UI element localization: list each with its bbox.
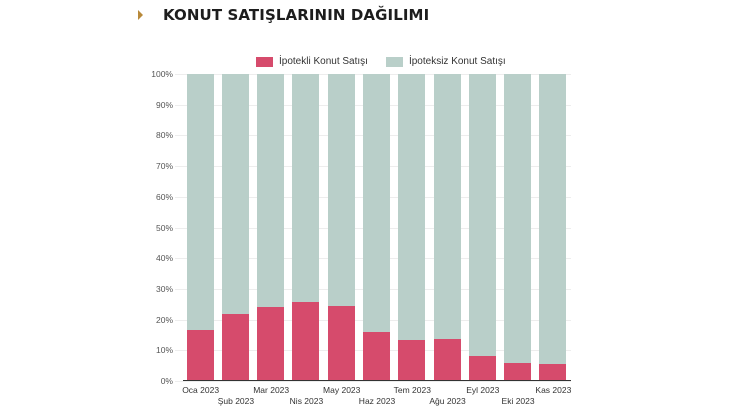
bar-4[interactable]	[327, 74, 355, 381]
bar-segment-mortgaged[interactable]	[504, 362, 532, 381]
legend-swatch-mortgaged	[256, 56, 273, 67]
bar-segment-mortgaged[interactable]	[433, 338, 461, 381]
plot-area: 0% 10% 20% 30% 40% 50% 60% 70% 80% 90% 100% Oca 202…	[151, 69, 571, 406]
legend-label: İpotekli Konut Satışı	[279, 56, 368, 67]
y-tick-label: 80%	[155, 130, 173, 141]
bar-segment-non-mortgaged[interactable]	[363, 74, 390, 332]
bar-segment-mortgaged[interactable]	[468, 356, 496, 381]
y-tick-label: 50%	[155, 222, 173, 233]
x-tick-label: Mar 2023	[253, 385, 290, 395]
bar-2[interactable]	[257, 74, 285, 381]
y-tick-label: 0%	[160, 376, 173, 386]
legend-item-mortgaged[interactable]: İpotekli Konut Satışı	[256, 56, 368, 67]
x-tick-label: Eki 2023	[501, 396, 535, 406]
y-tick-label: 70%	[155, 161, 173, 172]
chart-title: KONUT SATIŞLARININ DAĞILIMI	[163, 6, 430, 24]
bar-3[interactable]	[292, 74, 320, 381]
x-tick-label: Haz 2023	[358, 396, 396, 406]
y-tick-label: 40%	[155, 253, 173, 264]
y-tick-label: 60%	[155, 191, 173, 202]
bar-segment-non-mortgaged[interactable]	[398, 74, 426, 340]
legend-item-non-mortgaged[interactable]: İpoteksiz Konut Satışı	[385, 56, 506, 67]
bar-6[interactable]	[398, 74, 426, 381]
y-tick-label: 100%	[151, 69, 173, 79]
x-tick-label: May 2023	[323, 385, 361, 395]
y-tick-label: 90%	[155, 99, 173, 110]
bar-segment-mortgaged[interactable]	[327, 306, 355, 381]
bar-1[interactable]	[221, 74, 249, 381]
x-tick-label: Şub 2023	[217, 396, 255, 406]
bar-segment-mortgaged[interactable]	[539, 363, 567, 381]
gridline	[175, 381, 571, 382]
bar-segment-mortgaged[interactable]	[398, 339, 426, 381]
chart-header: KONUT SATIŞLARININ DAĞILIMI	[138, 2, 429, 28]
x-axis-line	[183, 380, 571, 381]
bar-segment-mortgaged[interactable]	[292, 302, 320, 381]
bar-segment-non-mortgaged[interactable]	[186, 74, 214, 331]
bar-0[interactable]	[186, 74, 214, 381]
bar-5[interactable]	[363, 74, 390, 381]
x-tick-label: Ağu 2023	[429, 396, 466, 406]
y-tick-label: 30%	[155, 283, 173, 294]
x-tick-label: Nis 2023	[289, 396, 324, 406]
bar-segment-non-mortgaged[interactable]	[292, 74, 320, 303]
x-tick-label: Eyl 2023	[466, 385, 500, 395]
y-tick-label: 10%	[155, 345, 173, 356]
bar-segment-mortgaged[interactable]	[257, 307, 285, 381]
x-tick-label: Oca 2023	[182, 385, 220, 395]
bar-10[interactable]	[539, 74, 567, 381]
legend-label: İpoteksiz Konut Satışı	[408, 56, 506, 67]
bar-segment-mortgaged[interactable]	[221, 314, 249, 381]
x-tick-label: Tem 2023	[393, 385, 431, 395]
bar-7[interactable]	[433, 74, 461, 381]
bar-segment-non-mortgaged[interactable]	[327, 74, 355, 307]
bar-segment-non-mortgaged[interactable]	[504, 74, 532, 363]
bar-9[interactable]	[504, 74, 532, 381]
bar-segment-non-mortgaged[interactable]	[221, 74, 249, 315]
legend-swatch-non-mortgaged	[385, 56, 403, 67]
bar-segment-non-mortgaged[interactable]	[257, 74, 285, 307]
title-marker-icon	[138, 10, 143, 20]
bar-segment-non-mortgaged[interactable]	[433, 74, 461, 339]
bar-8[interactable]	[468, 74, 496, 381]
y-tick-label: 20%	[155, 314, 173, 325]
legend: İpotekli Konut Satışı İpoteksiz Konut Sa…	[256, 56, 524, 67]
bar-segment-mortgaged[interactable]	[363, 331, 390, 381]
bar-segment-mortgaged[interactable]	[186, 330, 214, 381]
x-tick-label: Kas 2023	[535, 385, 572, 395]
bar-segment-non-mortgaged[interactable]	[539, 74, 567, 364]
bar-segment-non-mortgaged[interactable]	[468, 74, 496, 357]
